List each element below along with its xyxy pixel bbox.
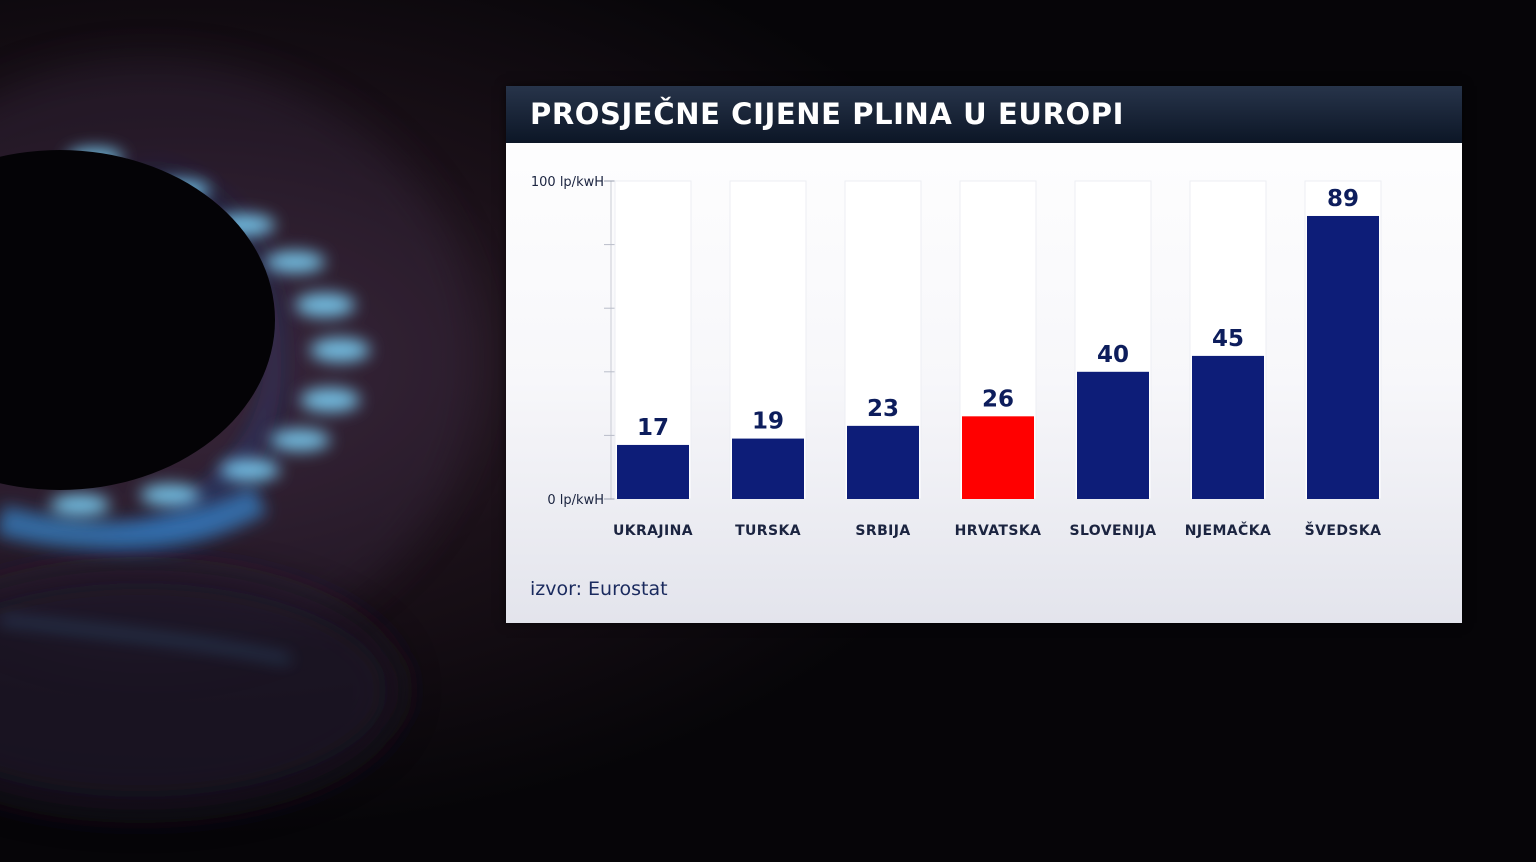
bar	[1077, 371, 1149, 499]
value-label: 17	[637, 415, 669, 441]
y-tick-label-max: 100 lp/kwH	[531, 175, 604, 190]
chart-title: PROSJEČNE CIJENE PLINA U EUROPI	[530, 97, 1124, 131]
source-note: izvor: Eurostat	[530, 578, 668, 600]
category-label: TURSKA	[735, 523, 801, 539]
bar	[847, 425, 919, 499]
category-label: HRVATSKA	[955, 523, 1042, 539]
value-label: 19	[752, 409, 784, 435]
chart-header: PROSJEČNE CIJENE PLINA U EUROPI	[506, 86, 1462, 143]
y-tick-label-min: 0 lp/kwH	[547, 493, 604, 508]
value-label: 40	[1097, 342, 1129, 368]
bar	[732, 438, 804, 499]
value-label: 26	[982, 386, 1014, 412]
bar	[1307, 215, 1379, 500]
value-label: 45	[1212, 326, 1244, 352]
bar	[617, 444, 689, 499]
category-label: SRBIJA	[855, 523, 910, 539]
category-label: UKRAJINA	[613, 523, 693, 539]
value-label: 89	[1327, 186, 1359, 212]
category-label: SLOVENIJA	[1070, 523, 1157, 539]
bar-chart: 0 lp/kwH 100 lp/kwH 17 UKRAJINA 19 TURSKA 23 S…	[531, 175, 1382, 539]
chart-panel: PROSJEČNE CIJENE PLINA U EUROPI 0 lp/kwH…	[506, 86, 1462, 623]
bar-highlight	[962, 416, 1034, 499]
value-label: 23	[867, 396, 899, 422]
category-label: NJEMAČKA	[1185, 521, 1271, 539]
category-label: ŠVEDSKA	[1305, 521, 1382, 539]
bar	[1192, 355, 1264, 499]
